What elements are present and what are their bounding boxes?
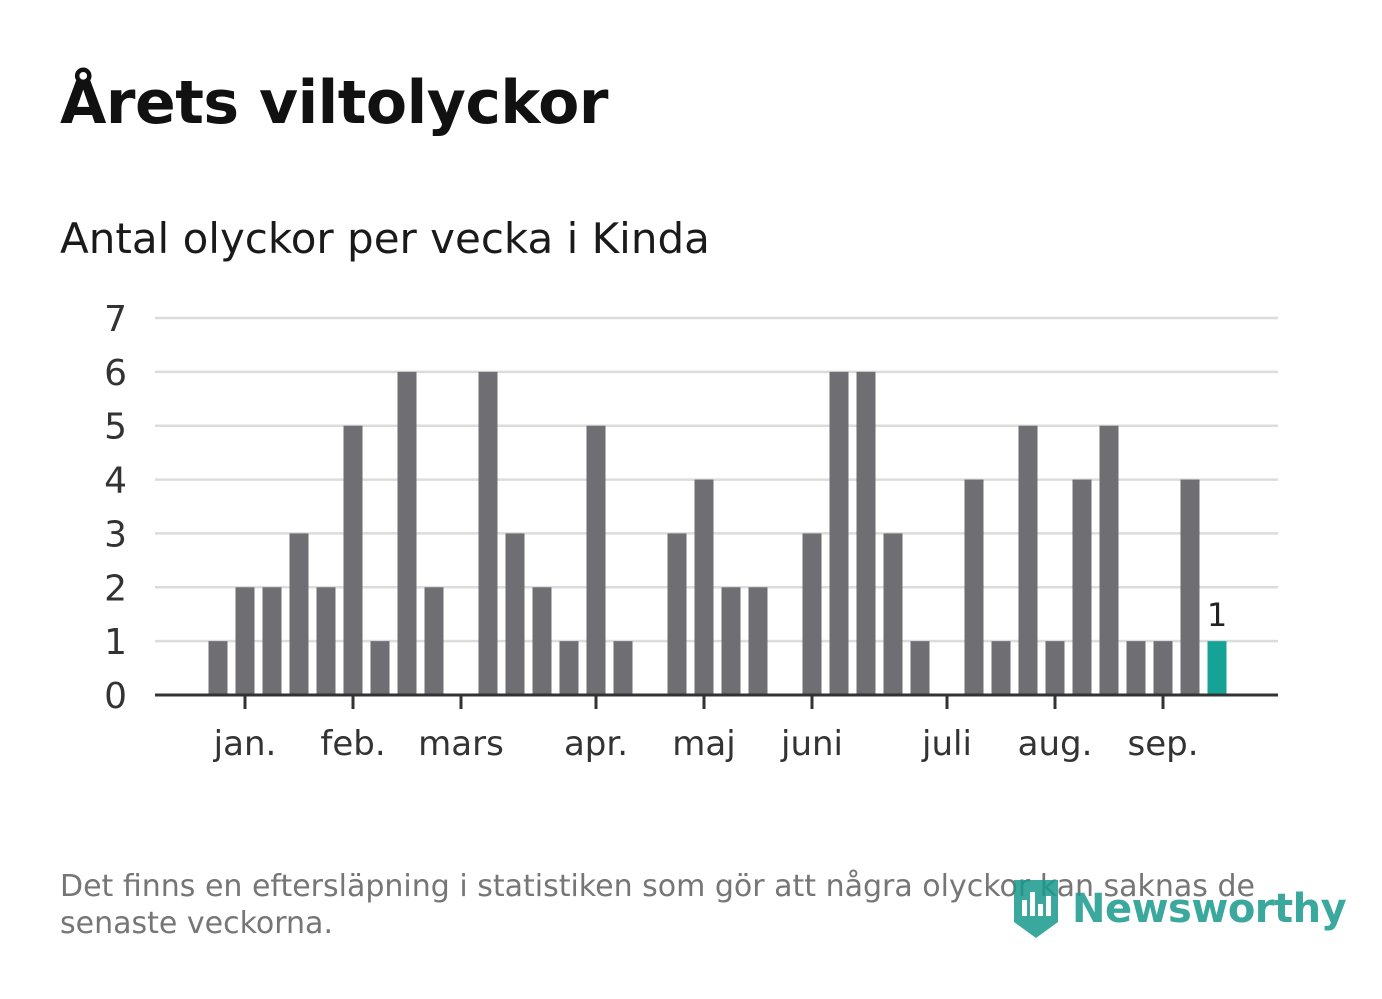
chart-subtitle: Antal olyckor per vecka i Kinda (60, 214, 710, 263)
bar (829, 371, 849, 695)
axes (155, 693, 1278, 709)
bar (505, 533, 525, 695)
bar (1072, 479, 1092, 695)
bar (694, 479, 714, 695)
bar (883, 533, 903, 695)
bar (613, 641, 633, 695)
bar (235, 587, 255, 695)
x-tick-label: aug. (1018, 724, 1093, 764)
y-tick-label: 7 (104, 299, 127, 340)
bar (586, 425, 606, 695)
x-tick-label: sep. (1127, 724, 1198, 764)
bar (316, 587, 336, 695)
y-tick-label: 6 (104, 353, 127, 394)
bar (1126, 641, 1146, 695)
bar (289, 533, 309, 695)
bar (748, 587, 768, 695)
data-label: 1 (1207, 596, 1227, 634)
bar (559, 641, 579, 695)
bar (802, 533, 822, 695)
x-tick-label: mars (418, 724, 504, 764)
newsworthy-logo-icon (1014, 880, 1058, 938)
bar (1099, 425, 1119, 695)
bar (667, 533, 687, 695)
x-tick-label: apr. (564, 724, 628, 764)
x-tick-label: maj (672, 724, 735, 764)
bar (1180, 479, 1200, 695)
bar (208, 641, 228, 695)
bar (856, 371, 876, 695)
y-tick-label: 1 (104, 622, 127, 663)
y-tick-label: 0 (104, 676, 127, 717)
bars (208, 371, 1227, 695)
y-tick-label: 3 (104, 514, 127, 555)
bar (397, 371, 417, 695)
labels: 0 1 2 3 4 5 6 7 1 jan. feb. mars apr. maj juni juli aug.… (104, 299, 1227, 764)
bar (1045, 641, 1065, 695)
newsworthy-logo-text: Newsworthy (1072, 886, 1347, 932)
x-tick-label: juni (780, 724, 843, 764)
bar (964, 479, 984, 695)
bar (721, 587, 741, 695)
x-tick-label: juli (921, 724, 972, 764)
y-tick-label: 2 (104, 568, 127, 609)
bar (1153, 641, 1173, 695)
chart-title: Årets viltolyckor (60, 68, 609, 138)
bar (910, 641, 930, 695)
bar (424, 587, 444, 695)
y-tick-label: 5 (104, 407, 127, 448)
bar (343, 425, 363, 695)
bar (262, 587, 282, 695)
bar (1018, 425, 1038, 695)
bar (532, 587, 552, 695)
newsworthy-logo: Newsworthy (1010, 876, 1347, 942)
bar (370, 641, 390, 695)
x-tick-label: feb. (320, 724, 385, 764)
y-tick-label: 4 (104, 461, 127, 502)
bar (478, 371, 498, 695)
bar (991, 641, 1011, 695)
x-tick-label: jan. (213, 724, 277, 764)
bar-highlight (1207, 641, 1227, 695)
